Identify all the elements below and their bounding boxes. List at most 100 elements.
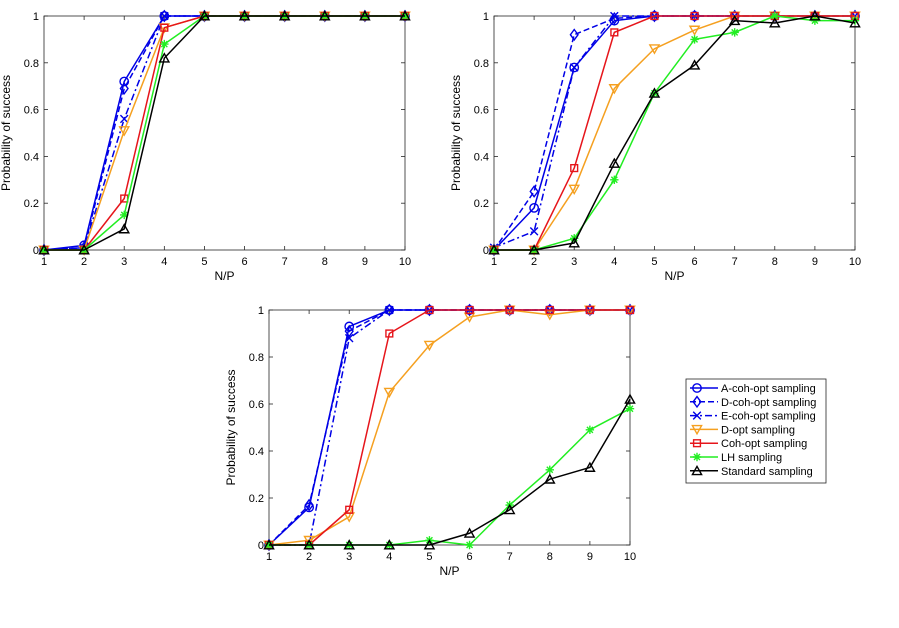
x-axis-label: N/P [439, 564, 459, 578]
y-tick-label: 0.2 [24, 198, 39, 210]
data-point [585, 305, 594, 315]
legend-label: LH sampling [721, 452, 782, 464]
data-point [503, 503, 516, 515]
legend-item-standard-sampling: Standard sampling [690, 464, 813, 478]
data-point [505, 305, 514, 315]
y-tick-label: 0.8 [24, 58, 39, 70]
x-tick-label: 4 [386, 551, 392, 563]
y-axis-label: Probability of success [0, 75, 13, 191]
data-point [849, 17, 861, 28]
x-tick-label: 7 [732, 256, 738, 268]
data-point [545, 465, 554, 474]
x-tick-label: 10 [399, 256, 411, 268]
x-tick-label: 9 [587, 551, 593, 563]
y-tick-label: 1 [258, 305, 264, 317]
series-line [269, 398, 631, 546]
legend-label: E-coh-opt sampling [721, 411, 816, 423]
legend-marker [692, 383, 702, 393]
data-point [160, 23, 169, 32]
data-point [263, 539, 275, 550]
legend-item-a-coh-opt-sampling: A-coh-opt sampling [690, 383, 816, 395]
x-tick-label: 7 [282, 256, 288, 268]
legend-label: Standard sampling [721, 466, 813, 478]
data-point [383, 387, 396, 399]
x-tick-label: 8 [322, 256, 328, 268]
data-point [529, 226, 539, 236]
series-standard-sampling [488, 10, 861, 255]
data-point [809, 10, 821, 21]
x-tick-label: 10 [849, 256, 861, 268]
series-line [44, 15, 405, 251]
data-point [648, 44, 661, 55]
data-point [528, 244, 540, 255]
data-point [688, 25, 701, 36]
x-tick-label: 1 [41, 256, 47, 268]
data-point [609, 11, 620, 25]
data-point [488, 244, 500, 255]
data-point [119, 82, 129, 95]
y-tick-label: 0 [483, 245, 489, 257]
plot-area [43, 15, 406, 251]
legend-box [685, 378, 827, 484]
plot-area [493, 15, 856, 251]
data-point [344, 324, 354, 338]
x-tick-label: 10 [624, 551, 636, 563]
data-point [728, 14, 741, 26]
data-point [688, 59, 701, 70]
data-point [423, 539, 436, 550]
x-tick-label: 5 [426, 551, 432, 563]
data-point [529, 185, 539, 198]
x-tick-label: 9 [362, 256, 368, 268]
series-standard-sampling [263, 393, 636, 550]
data-point [625, 404, 635, 413]
data-point [303, 539, 315, 550]
y-tick-label: 0.8 [474, 58, 489, 70]
legend-item-lh-sampling: LH sampling [690, 452, 782, 464]
legend-marker [691, 464, 703, 476]
x-axis-label: N/P [664, 269, 684, 283]
data-point [38, 244, 50, 255]
x-tick-label: 5 [651, 256, 657, 268]
data-point [399, 10, 411, 21]
data-point [850, 16, 860, 25]
data-point [118, 126, 131, 137]
legend-item-e-coh-opt-sampling: E-coh-opt sampling [690, 411, 816, 423]
y-tick-label: 0.4 [249, 446, 264, 458]
y-tick-label: 0.4 [474, 151, 489, 163]
y-tick-label: 0.6 [474, 105, 489, 117]
y-axis-label: Probability of success [224, 369, 238, 485]
y-tick-label: 0 [33, 245, 39, 257]
x-tick-label: 2 [306, 551, 312, 563]
y-tick-label: 0.6 [24, 105, 39, 117]
data-point [529, 202, 540, 213]
x-tick-label: 2 [531, 256, 537, 268]
data-point [345, 505, 354, 514]
plot-area [268, 309, 631, 546]
data-point [385, 305, 394, 315]
data-point [625, 305, 635, 315]
legend-marker [692, 439, 702, 448]
legend-marker [692, 452, 702, 462]
series-line [494, 15, 856, 251]
x-tick-label: 3 [121, 256, 127, 268]
data-point [158, 52, 171, 63]
series-line [268, 309, 630, 546]
y-tick-label: 1 [483, 11, 489, 23]
legend-label: D-opt sampling [721, 424, 795, 436]
data-point [543, 310, 556, 321]
data-point [545, 305, 554, 315]
data-point [318, 10, 331, 21]
x-tick-label: 3 [346, 551, 352, 563]
y-axis-label: Probability of success [449, 75, 463, 191]
x-tick-label: 1 [491, 256, 497, 268]
data-point [383, 539, 396, 550]
y-tick-label: 0.8 [249, 352, 264, 364]
data-point [78, 244, 90, 255]
data-point [304, 498, 314, 512]
data-point [608, 157, 621, 168]
series-line [269, 309, 630, 546]
data-point [463, 527, 476, 538]
data-point [423, 340, 436, 352]
data-point [303, 535, 315, 547]
